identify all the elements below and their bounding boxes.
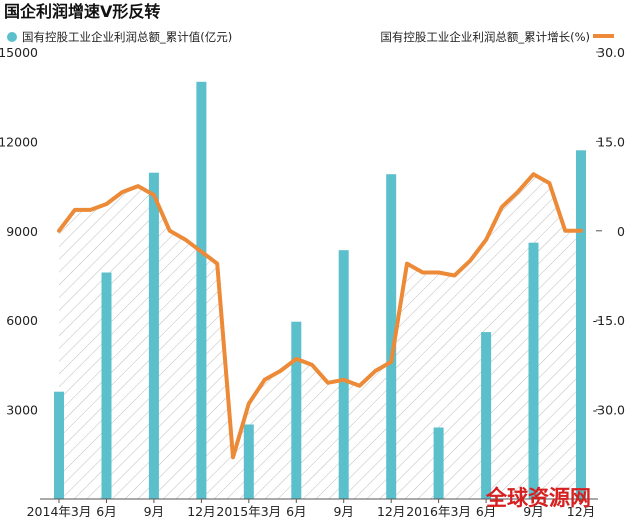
bar [243,424,254,499]
line-layer [57,172,583,460]
legend-line-label: 国有控股工业企业利润总额_累计增长(%) [380,30,590,44]
bar [196,81,207,500]
y-left-tick-label: 12000 [0,134,38,149]
legend: 国有控股工业企业利润总额_累计值(亿元) 国有控股工业企业利润总额_累计增长(%… [7,30,614,44]
x-tick-label: 12月 [567,504,595,519]
x-tick-label: 9月 [144,504,164,519]
y-right-tick-label: -15.0 [593,313,625,328]
x-tick-label: 9月 [523,504,543,519]
x-tick-label: 6月 [286,504,306,519]
bar [528,242,539,499]
bar [291,321,302,499]
x-tick-label: 2016年3月 [406,504,471,519]
x-tick-label: 6月 [96,504,116,519]
bar [148,172,159,499]
x-tick-label: 2014年3月 [27,504,92,519]
chart-title: 国企利润增速V形反转 [4,2,160,21]
bar [338,250,349,499]
growth-line [57,172,583,460]
x-tick-label: 2015年3月 [216,504,281,519]
y-left-tick-label: 9000 [6,224,38,239]
x-tick-label: 6月 [476,504,496,519]
y-right-tick-label: 30.0 [597,45,625,60]
bar [576,150,586,500]
x-tick-label: 12月 [377,504,405,519]
y-left-tick-label: 3000 [6,403,38,418]
area-layer [59,174,581,499]
hatched-area [59,174,581,499]
bars-layer [54,81,586,500]
y-right-tick-label: -30.0 [593,403,625,418]
legend-bar-marker [7,32,17,42]
legend-bar-label: 国有控股工业企业利润总额_累计值(亿元) [22,30,232,44]
y-right-tick-label: 0 [617,224,625,239]
bar [433,427,444,499]
ticks-layer: 3000 6000 9000 12000 15000 30.0 15.0 0 -15.0 -30.… [0,45,625,519]
bar [101,272,112,499]
y-right-tick-label: 15.0 [597,134,625,149]
bar [386,174,397,499]
y-left-tick-label: 15000 [0,45,38,60]
x-tick-label: 12月 [187,504,215,519]
bar [481,332,492,499]
watermark: 全球资源网 [485,486,591,510]
bar [54,391,64,499]
x-tick-label: 9月 [333,504,353,519]
y-left-tick-label: 6000 [6,313,38,328]
